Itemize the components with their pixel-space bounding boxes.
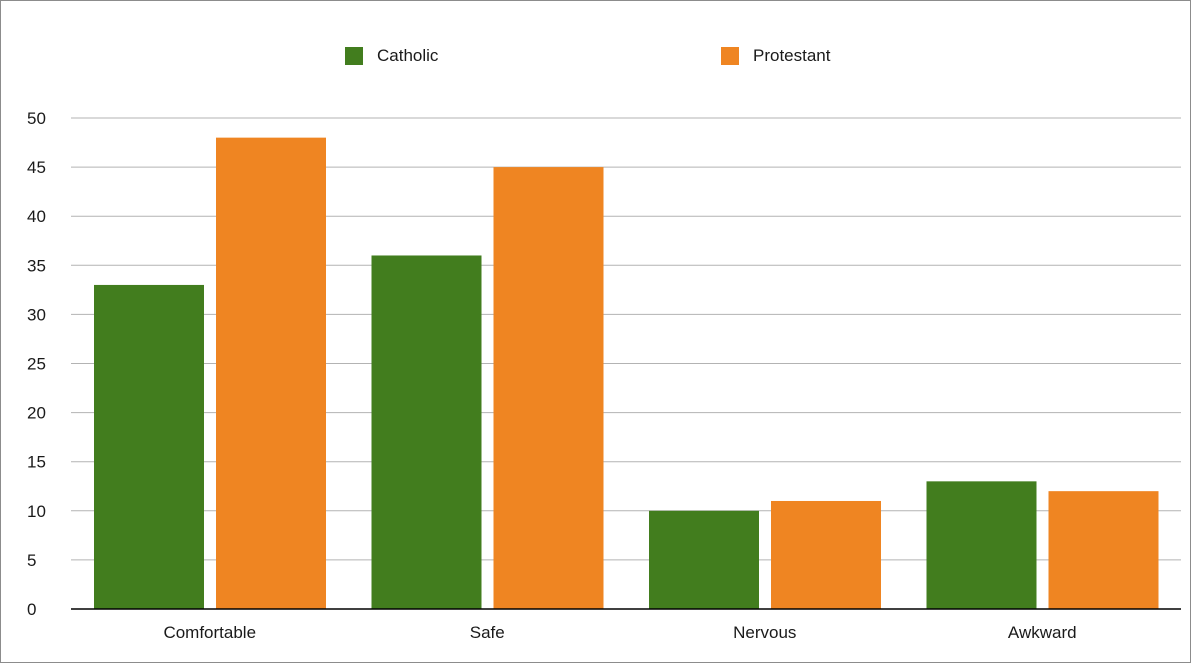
y-tick-label: 20 bbox=[27, 404, 46, 423]
bar-catholic-nervous bbox=[649, 510, 759, 609]
bar-protestant-awkward bbox=[1048, 491, 1159, 609]
bar-protestant-safe bbox=[493, 167, 604, 609]
y-tick-label: 45 bbox=[27, 158, 46, 177]
legend-item-catholic: Catholic bbox=[345, 41, 438, 71]
y-tick-label: 30 bbox=[27, 305, 46, 324]
legend: Catholic Protestant bbox=[1, 41, 1190, 71]
y-tick-label: 5 bbox=[27, 551, 36, 570]
bar-catholic-safe bbox=[371, 255, 482, 610]
y-tick-label: 25 bbox=[27, 355, 46, 374]
y-tick-label: 15 bbox=[27, 453, 46, 472]
bar-catholic-comfortable bbox=[94, 284, 204, 609]
legend-label-catholic: Catholic bbox=[377, 46, 439, 65]
x-tick-label: Safe bbox=[470, 623, 505, 642]
bar-protestant-nervous bbox=[771, 500, 881, 609]
y-tick-label: 35 bbox=[27, 256, 46, 275]
y-tick-label: 10 bbox=[27, 502, 46, 521]
y-tick-label: 50 bbox=[27, 109, 46, 128]
x-tick-label: Awkward bbox=[1008, 623, 1077, 642]
legend-item-protestant: Protestant bbox=[721, 41, 831, 71]
x-tick-label: Nervous bbox=[733, 623, 796, 642]
y-tick-label: 0 bbox=[27, 600, 36, 619]
bar-protestant-comfortable bbox=[216, 137, 326, 609]
y-tick-label: 40 bbox=[27, 207, 46, 226]
bar-catholic-awkward bbox=[926, 481, 1037, 609]
legend-label-protestant: Protestant bbox=[753, 46, 831, 65]
legend-swatch-protestant bbox=[721, 47, 739, 65]
x-tick-label: Comfortable bbox=[163, 623, 256, 642]
legend-swatch-catholic bbox=[345, 47, 363, 65]
